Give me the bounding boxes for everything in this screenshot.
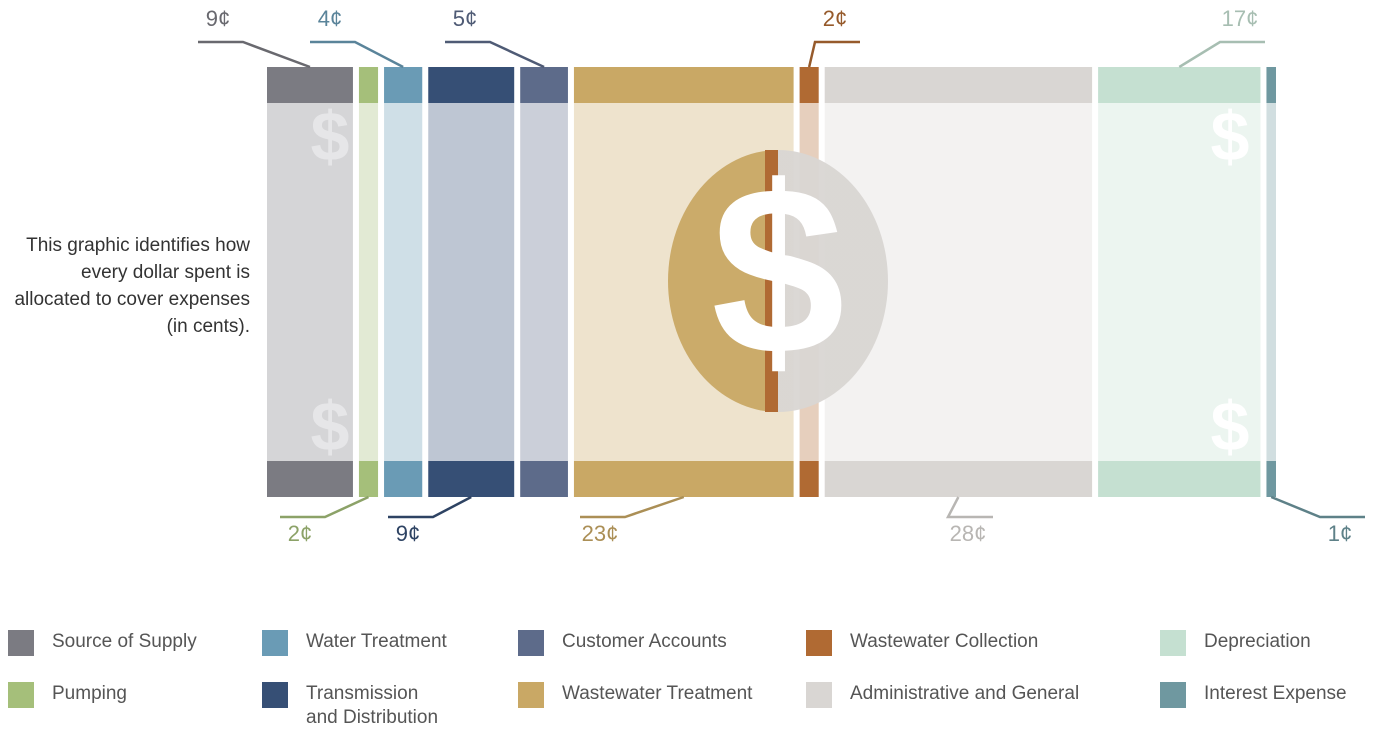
segment-top <box>359 67 378 103</box>
legend-swatch <box>518 630 544 656</box>
legend-swatch <box>262 682 288 708</box>
segment-bottom <box>1098 461 1260 497</box>
legend-label: Interest Expense <box>1204 682 1347 706</box>
leader-line <box>445 42 544 67</box>
segment-bottom <box>574 461 794 497</box>
legend-label: Transmission and Distribution <box>306 682 446 730</box>
legend-item: Transmission and Distribution <box>262 682 446 730</box>
legend-label: Wastewater Collection <box>850 630 1038 654</box>
segment-bottom <box>1266 461 1276 497</box>
value-label: 17¢ <box>1222 6 1259 31</box>
value-label: 2¢ <box>288 521 312 546</box>
segment-top <box>384 67 422 103</box>
segment <box>359 67 378 497</box>
leader-line <box>948 497 993 517</box>
legend-label: Wastewater Treatment <box>562 682 752 706</box>
legend-label: Source of Supply <box>52 630 197 654</box>
segment-top <box>574 67 794 103</box>
legend-swatch <box>8 630 34 656</box>
value-label: 1¢ <box>1328 521 1352 546</box>
segment-middle <box>384 103 422 461</box>
segment <box>1266 67 1276 497</box>
segment-bottom <box>520 461 568 497</box>
legend-item: Interest Expense <box>1160 682 1347 708</box>
page: {"chart_data": {"type": "dollar-bill", "… <box>0 0 1378 730</box>
segment-bottom <box>800 461 819 497</box>
segment-top <box>825 67 1092 103</box>
legend-swatch <box>8 682 34 708</box>
segment-middle <box>1266 103 1276 461</box>
value-label: 23¢ <box>582 521 619 546</box>
value-label: 9¢ <box>396 521 420 546</box>
legend-item: Administrative and General <box>806 682 1079 708</box>
leader-line <box>388 497 471 517</box>
value-label: 4¢ <box>318 6 342 31</box>
value-label: 5¢ <box>453 6 477 31</box>
segment-top <box>1266 67 1276 103</box>
legend-swatch <box>1160 630 1186 656</box>
leader-line <box>1179 42 1265 67</box>
segment <box>520 67 568 497</box>
segment-top <box>428 67 514 103</box>
value-label: 9¢ <box>206 6 230 31</box>
leader-line <box>1271 497 1365 517</box>
segment-bottom <box>267 461 353 497</box>
legend-swatch <box>806 630 832 656</box>
segment-middle <box>428 103 514 461</box>
leader-line <box>310 42 403 67</box>
leader-line <box>580 497 684 517</box>
legend-item: Water Treatment <box>262 630 447 656</box>
leader-line <box>198 42 310 67</box>
dollar-sign: $ <box>1211 387 1250 465</box>
legend-label: Customer Accounts <box>562 630 727 654</box>
dollar-sign: $ <box>311 387 350 465</box>
segment <box>384 67 422 497</box>
legend-label: Administrative and General <box>850 682 1079 706</box>
legend-swatch <box>518 682 544 708</box>
segment-middle <box>520 103 568 461</box>
legend-label: Depreciation <box>1204 630 1311 654</box>
value-label: 2¢ <box>823 6 847 31</box>
legend-item: Pumping <box>8 682 127 708</box>
leader-line <box>809 42 860 67</box>
segment-bottom <box>359 461 378 497</box>
legend-swatch <box>806 682 832 708</box>
legend-label: Water Treatment <box>306 630 447 654</box>
segment-bottom <box>384 461 422 497</box>
legend-swatch <box>262 630 288 656</box>
legend-swatch <box>1160 682 1186 708</box>
segment-middle <box>359 103 378 461</box>
segment-bottom <box>825 461 1092 497</box>
legend-item: Depreciation <box>1160 630 1311 656</box>
legend-item: Source of Supply <box>8 630 197 656</box>
description: This graphic identifies how every dollar… <box>10 232 250 340</box>
value-label: 28¢ <box>950 521 987 546</box>
dollar-sign: $ <box>1211 97 1250 175</box>
dollar-sign: $ <box>711 136 844 404</box>
dollar-sign: $ <box>311 97 350 175</box>
segment-top <box>520 67 568 103</box>
legend-label: Pumping <box>52 682 127 706</box>
segment <box>428 67 514 497</box>
segment-bottom <box>428 461 514 497</box>
legend-item: Wastewater Treatment <box>518 682 752 708</box>
legend-item: Customer Accounts <box>518 630 727 656</box>
legend-item: Wastewater Collection <box>806 630 1038 656</box>
leader-line <box>280 497 369 517</box>
segment-top <box>800 67 819 103</box>
